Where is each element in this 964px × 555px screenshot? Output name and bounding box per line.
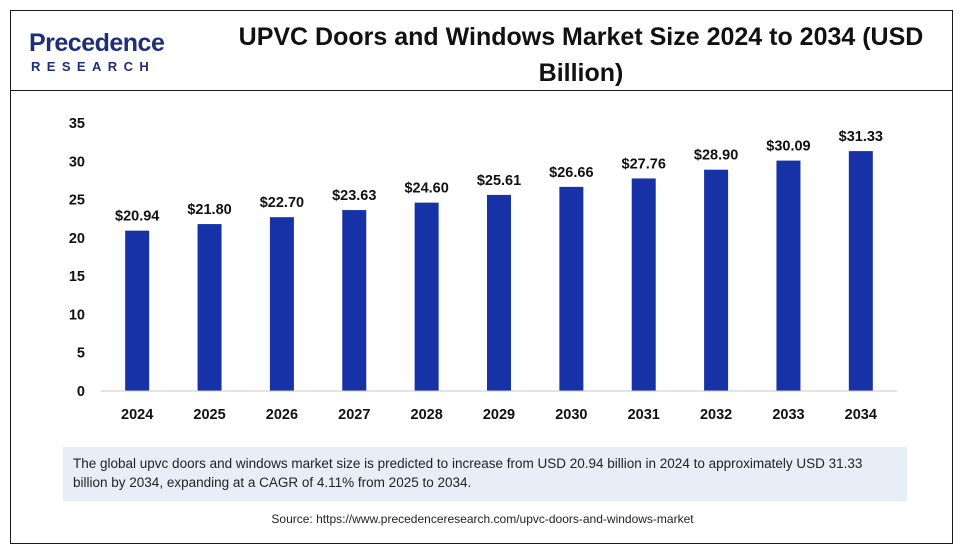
bar-2024 xyxy=(125,230,150,391)
bar-2033 xyxy=(776,160,801,391)
x-tick-label: 2028 xyxy=(411,407,443,423)
x-tick-label: 2029 xyxy=(483,407,515,423)
y-tick-label: 20 xyxy=(69,231,85,247)
data-label: $25.61 xyxy=(477,173,521,189)
summary-note: The global upvc doors and windows market… xyxy=(63,447,907,501)
y-tick-label: 30 xyxy=(69,154,85,170)
bars: $20.94 $21.80 $22.70 $23.63 $24.60 $25.61 $26.… xyxy=(115,129,883,391)
bar-2027 xyxy=(342,210,367,391)
data-label: $31.33 xyxy=(839,129,883,145)
data-label: $20.94 xyxy=(115,209,159,225)
x-axis: 2024 2025 2026 2027 2028 2029 2030 2031 2032 2033… xyxy=(101,390,897,423)
y-tick-label: 25 xyxy=(69,193,85,209)
bar-2029 xyxy=(487,194,511,391)
data-label: $30.09 xyxy=(766,139,810,155)
y-axis: 0 5 10 15 20 25 30 35 xyxy=(69,116,85,400)
y-tick-label: 15 xyxy=(69,269,85,285)
bar-2028 xyxy=(414,202,439,391)
bar-2025 xyxy=(197,224,222,391)
y-tick-label: 35 xyxy=(69,116,85,132)
data-label: $26.66 xyxy=(549,165,593,181)
logo-wordmark: Precedence xyxy=(29,29,165,57)
bar-2030 xyxy=(559,186,584,391)
x-tick-label: 2032 xyxy=(700,407,732,423)
data-label: $27.76 xyxy=(622,156,666,172)
logo-subtitle: RESEARCH xyxy=(31,59,156,74)
data-label: $22.70 xyxy=(260,195,304,211)
bar-2032 xyxy=(704,169,729,391)
y-tick-label: 0 xyxy=(77,384,85,400)
bar-2031 xyxy=(631,178,656,391)
data-label: $21.80 xyxy=(187,202,231,218)
x-tick-label: 2025 xyxy=(193,407,225,423)
x-tick-label: 2030 xyxy=(555,407,587,423)
x-tick-label: 2031 xyxy=(628,407,660,423)
x-tick-label: 2027 xyxy=(338,407,370,423)
y-tick-label: 10 xyxy=(69,307,85,323)
bar-2034 xyxy=(848,151,873,391)
x-tick-label: 2033 xyxy=(772,407,804,423)
header: Precedence RESEARCH UPVC Doors and Windo… xyxy=(11,11,952,91)
source-line: Source: https://www.precedenceresearch.c… xyxy=(271,512,694,526)
x-tick-label: 2024 xyxy=(121,407,153,423)
precedence-research-logo: Precedence RESEARCH xyxy=(29,29,189,81)
y-tick-label: 5 xyxy=(77,346,85,362)
x-tick-label: 2026 xyxy=(266,407,298,423)
data-label: $23.63 xyxy=(332,188,376,204)
x-tick-label: 2034 xyxy=(845,407,877,423)
summary-text: The global upvc doors and windows market… xyxy=(73,456,863,490)
data-label: $28.90 xyxy=(694,148,738,164)
infographic-frame: Precedence RESEARCH UPVC Doors and Windo… xyxy=(10,10,953,544)
data-label: $24.60 xyxy=(404,181,448,197)
chart-title: UPVC Doors and Windows Market Size 2024 … xyxy=(238,23,924,87)
bar-2026 xyxy=(269,217,294,391)
